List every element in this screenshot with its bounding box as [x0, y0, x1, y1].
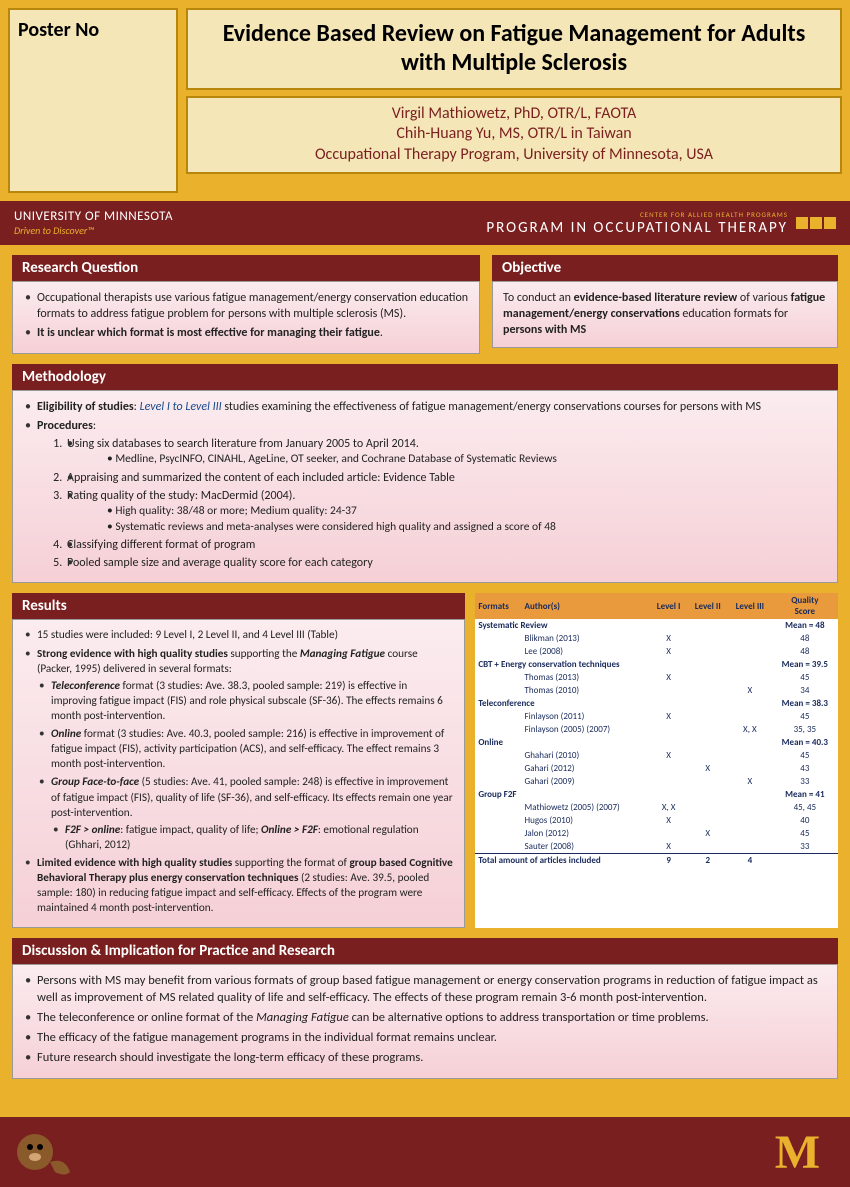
disc-3: The efficacy of the fatigue management p…	[23, 1030, 827, 1047]
evidence-table: FormatsAuthor(s)Level ILevel IILevel III…	[475, 593, 838, 867]
minnesota-logo: M	[775, 1125, 820, 1180]
disc-header: Discussion & Implication for Practice an…	[12, 938, 838, 964]
res-tc: Teleconference format (3 studies: Ave. 3…	[37, 679, 454, 724]
methodology-section: Methodology Eligibility of studies: Leve…	[12, 364, 838, 584]
affiliation: Occupational Therapy Program, University…	[194, 145, 834, 166]
author-1: Virgil Mathiowetz, PhD, OTR/L, FAOTA	[194, 104, 834, 125]
decorative-squares	[796, 217, 836, 229]
disc-body: Persons with MS may benefit from various…	[12, 964, 838, 1078]
header-row: Poster No Evidence Based Review on Fatig…	[0, 0, 850, 201]
rq-item-2: It is unclear which format is most effec…	[23, 325, 469, 341]
disc-1: Persons with MS may benefit from various…	[23, 973, 827, 1007]
content-area: Research Question Occupational therapist…	[0, 245, 850, 1089]
university-name: UNIVERSITY OF MINNESOTA	[14, 209, 173, 224]
meth-proc: Procedures: Using six databases to searc…	[23, 418, 827, 572]
row-1: Research Question Occupational therapist…	[12, 255, 838, 354]
meth-body: Eligibility of studies: Level I to Level…	[12, 390, 838, 584]
meth-header: Methodology	[12, 364, 838, 390]
meth-p5: Pooled sample size and average quality s…	[65, 555, 827, 571]
rq-body: Occupational therapists use various fati…	[12, 281, 480, 354]
banner-left: UNIVERSITY OF MINNESOTA Driven to Discov…	[14, 209, 173, 237]
res-1: 15 studies were included: 9 Level I, 2 L…	[23, 628, 454, 643]
poster-root: Poster No Evidence Based Review on Fatig…	[0, 0, 850, 1187]
res-on: Online format (3 studies: Ave. 40.3, poo…	[37, 727, 454, 772]
res-lim: Limited evidence with high quality studi…	[23, 856, 454, 916]
mascot-icon	[10, 1117, 80, 1187]
banner-right-wrap: CENTER FOR ALLIED HEALTH PROGRAMS PROGRA…	[486, 210, 836, 237]
res-body: 15 studies were included: 9 Level I, 2 L…	[12, 619, 465, 928]
tagline: Driven to Discover™	[14, 224, 173, 237]
poster-number-label: Poster No	[18, 18, 168, 42]
banner-small: CENTER FOR ALLIED HEALTH PROGRAMS	[486, 210, 788, 219]
rq-header: Research Question	[12, 255, 480, 281]
res-cmp: F2F > online: fatigue impact, quality of…	[51, 823, 454, 853]
disc-4: Future research should investigate the l…	[23, 1050, 827, 1067]
university-banner: UNIVERSITY OF MINNESOTA Driven to Discov…	[0, 201, 850, 245]
rq-item-1: Occupational therapists use various fati…	[23, 290, 469, 322]
main-title: Evidence Based Review on Fatigue Managem…	[186, 8, 842, 90]
obj-header: Objective	[492, 255, 838, 281]
meth-p3: Rating quality of the study: MacDermid (…	[65, 488, 827, 535]
results-row: Results 15 studies were included: 9 Leve…	[12, 593, 838, 928]
discussion-section: Discussion & Implication for Practice an…	[12, 938, 838, 1078]
meth-p1: Using six databases to search literature…	[65, 436, 827, 468]
disc-2: The teleconference or online format of t…	[23, 1010, 827, 1027]
banner-right: CENTER FOR ALLIED HEALTH PROGRAMS PROGRA…	[486, 210, 788, 237]
authors-box: Virgil Mathiowetz, PhD, OTR/L, FAOTA Chi…	[186, 96, 842, 174]
meth-elig: Eligibility of studies: Level I to Level…	[23, 399, 827, 415]
objective-section: Objective To conduct an evidence-based l…	[492, 255, 838, 354]
author-2: Chih-Huang Yu, MS, OTR/L in Taiwan	[194, 124, 834, 145]
results-section: Results 15 studies were included: 9 Leve…	[12, 593, 465, 928]
footer-banner: M	[0, 1117, 850, 1187]
res-header: Results	[12, 593, 465, 619]
obj-body: To conduct an evidence-based literature …	[492, 281, 838, 348]
research-question-section: Research Question Occupational therapist…	[12, 255, 480, 354]
results-table-container: FormatsAuthor(s)Level ILevel IILevel III…	[475, 593, 838, 928]
meth-p2: Appraising and summarized the content of…	[65, 470, 827, 486]
poster-number-box: Poster No	[8, 8, 178, 193]
title-area: Evidence Based Review on Fatigue Managem…	[186, 8, 842, 193]
res-gf: Group Face-to-face (5 studies: Ave. 41, …	[37, 775, 454, 853]
res-2: Strong evidence with high quality studie…	[23, 647, 454, 853]
banner-program: PROGRAM IN OCCUPATIONAL THERAPY	[486, 219, 788, 237]
meth-p4: Classifying different format of program	[65, 537, 827, 553]
